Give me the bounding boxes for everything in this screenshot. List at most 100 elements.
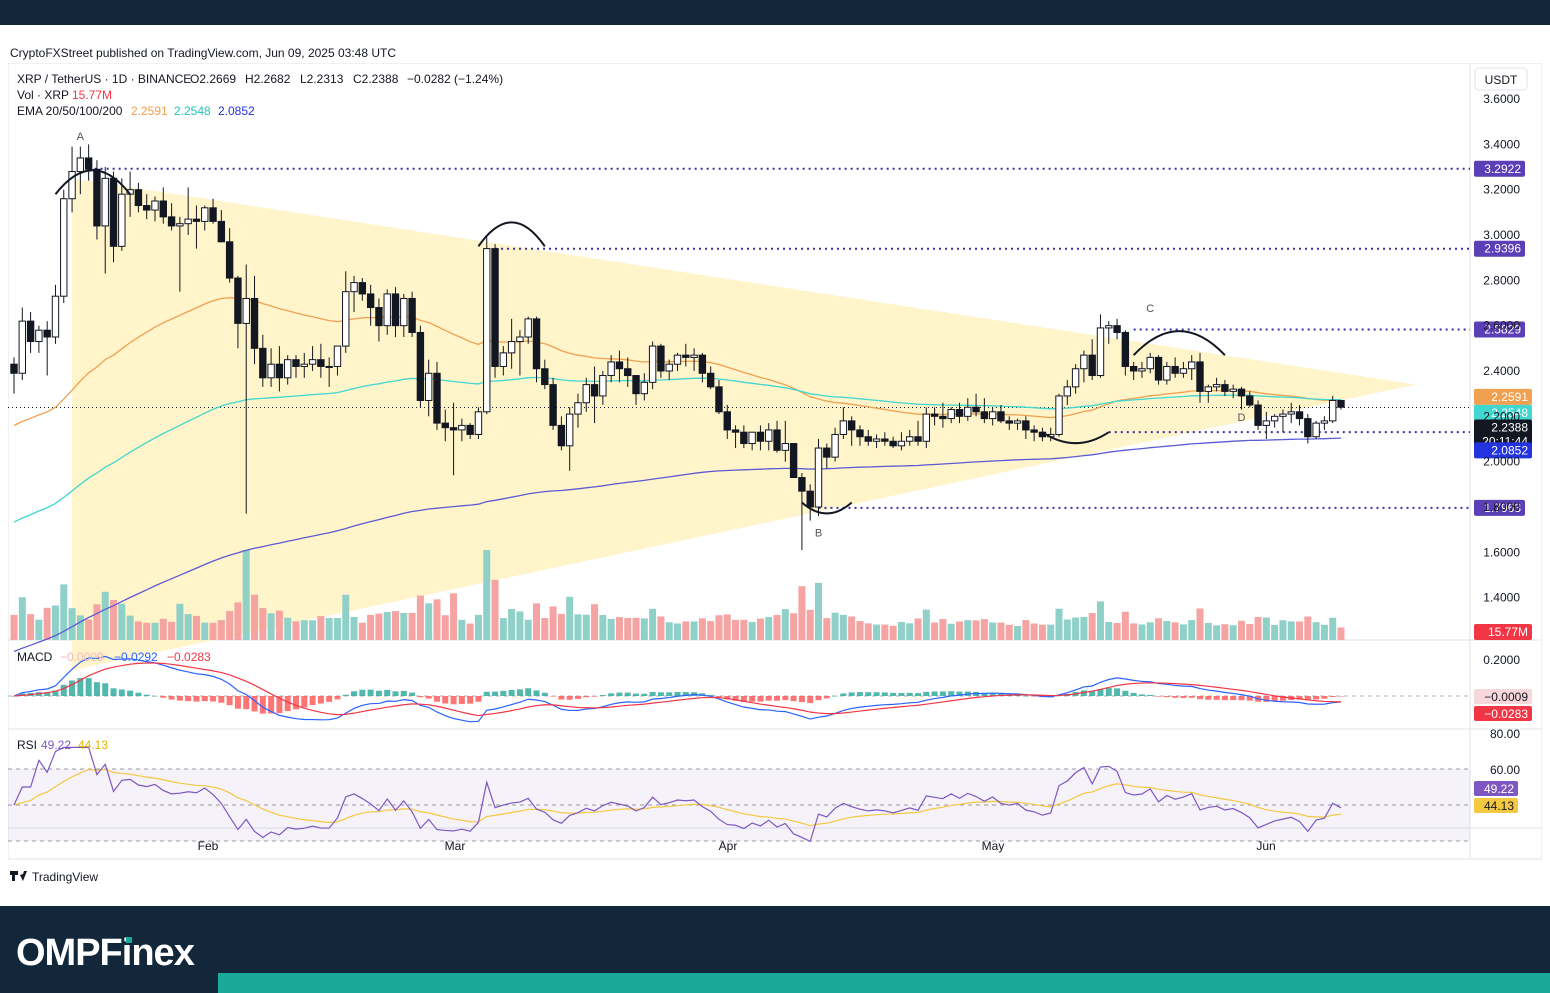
macd-line-value: −0.0292 xyxy=(114,650,158,664)
macd-hist-bar xyxy=(1321,696,1328,699)
macd-hist-bar xyxy=(433,696,440,702)
candle xyxy=(1080,354,1088,370)
volume-bar xyxy=(309,620,317,640)
candle xyxy=(532,318,541,370)
candle xyxy=(1096,327,1105,377)
volume-bar xyxy=(300,620,308,640)
candle xyxy=(375,307,383,327)
macd-hist-bar xyxy=(467,696,474,704)
candle xyxy=(947,409,955,420)
candle xyxy=(342,291,350,347)
macd-hist-bar xyxy=(127,690,134,696)
candle xyxy=(68,171,76,200)
volume-bar xyxy=(267,613,275,640)
candle xyxy=(358,282,367,295)
macd-hist-bar xyxy=(657,692,664,696)
volume-bar xyxy=(425,603,433,640)
macd-hist-bar xyxy=(1338,696,1344,697)
macd-hist-bar xyxy=(898,692,905,696)
candle xyxy=(267,363,275,379)
macd-hist-bar xyxy=(409,692,416,696)
volume-bar xyxy=(450,593,458,640)
macd-hist-bar xyxy=(1114,688,1121,696)
candle xyxy=(192,218,201,222)
candle xyxy=(400,297,408,327)
volume-bar xyxy=(234,602,242,640)
candle xyxy=(847,420,856,431)
candle xyxy=(980,411,989,420)
volume-bar xyxy=(1063,619,1071,640)
volume-bar xyxy=(682,621,690,640)
volume-bar xyxy=(814,582,822,640)
macd-hist-bar xyxy=(19,693,26,696)
rsi-tick: 60.00 xyxy=(1490,763,1520,777)
candle xyxy=(690,354,698,358)
candle xyxy=(756,431,765,442)
macd-hist-bar xyxy=(251,696,258,712)
volume-bar xyxy=(839,614,847,640)
volume-bar xyxy=(68,608,76,640)
y-tick-label: 3.4000 xyxy=(1483,137,1520,151)
ohlc-low: L2.2313 xyxy=(300,72,344,86)
volume-bar xyxy=(615,617,623,640)
volume-bar xyxy=(1138,624,1146,640)
volume-bar xyxy=(159,618,167,640)
candle xyxy=(1113,325,1121,333)
volume-bar xyxy=(60,584,68,640)
level-tag-label: 2.5829 xyxy=(1484,323,1521,337)
macd-hist-bar xyxy=(516,689,523,696)
candle xyxy=(1071,368,1080,388)
volume-bar xyxy=(856,621,864,640)
volume-bar xyxy=(773,614,781,640)
volume-bar xyxy=(607,618,615,640)
currency-button[interactable]: USDT xyxy=(1474,67,1528,91)
macd-hist-bar xyxy=(1014,695,1021,696)
macd-tick: 0.2000 xyxy=(1483,653,1520,667)
candle xyxy=(648,345,657,383)
volume-bar xyxy=(831,612,839,640)
candle xyxy=(109,177,118,247)
rsi-line xyxy=(13,746,1342,843)
volume-bar xyxy=(101,591,109,640)
volume-bar xyxy=(1171,622,1179,640)
candle xyxy=(1121,331,1130,367)
tradingview-logo[interactable]: TradingView xyxy=(10,870,98,884)
macd-hist-bar xyxy=(375,690,382,696)
candle xyxy=(798,477,806,492)
volume-bar xyxy=(806,609,814,640)
macd-hist-bar xyxy=(508,689,515,696)
candle xyxy=(491,248,499,367)
macd-hist-bar xyxy=(309,696,316,706)
label-b: B xyxy=(815,527,822,539)
candle xyxy=(1022,420,1030,431)
macd-hist-bar xyxy=(823,696,830,699)
volume-bar xyxy=(864,623,872,640)
macd-hist-bar xyxy=(301,696,308,708)
volume-bar xyxy=(1329,617,1337,640)
price-tag-label: 2.2591 xyxy=(1491,390,1528,404)
volume-bar xyxy=(1014,626,1022,640)
candle xyxy=(1138,368,1146,372)
macd-hist-bar xyxy=(210,696,217,702)
macd-hist-bar xyxy=(359,689,366,696)
volume-bar xyxy=(632,617,640,640)
macd-hist-bar xyxy=(1122,690,1129,696)
candle xyxy=(1105,325,1113,329)
ompfinex-logo: OMPFinex xyxy=(16,932,195,974)
volume-bar xyxy=(433,599,441,640)
volume-bar xyxy=(76,615,84,640)
candle xyxy=(765,429,773,442)
level-tag-label: 2.9396 xyxy=(1484,242,1521,256)
volume-bar xyxy=(508,608,516,640)
rsi-label: RSI xyxy=(17,738,37,752)
level-tag xyxy=(1474,240,1525,257)
volume-bar xyxy=(491,579,499,640)
chart-container[interactable]: 15.77M 3.29222.93962.58292.13061.79632.2… xyxy=(7,62,1543,893)
volume-bar xyxy=(10,614,18,640)
price-chart[interactable]: 15.77M 3.29222.93962.58292.13061.79632.2… xyxy=(7,62,1543,893)
candle xyxy=(408,297,416,333)
macd-hist-bar xyxy=(574,696,581,699)
candle xyxy=(499,352,508,367)
macd-hist-bar xyxy=(259,696,266,714)
macd-hist-bar xyxy=(848,692,855,696)
